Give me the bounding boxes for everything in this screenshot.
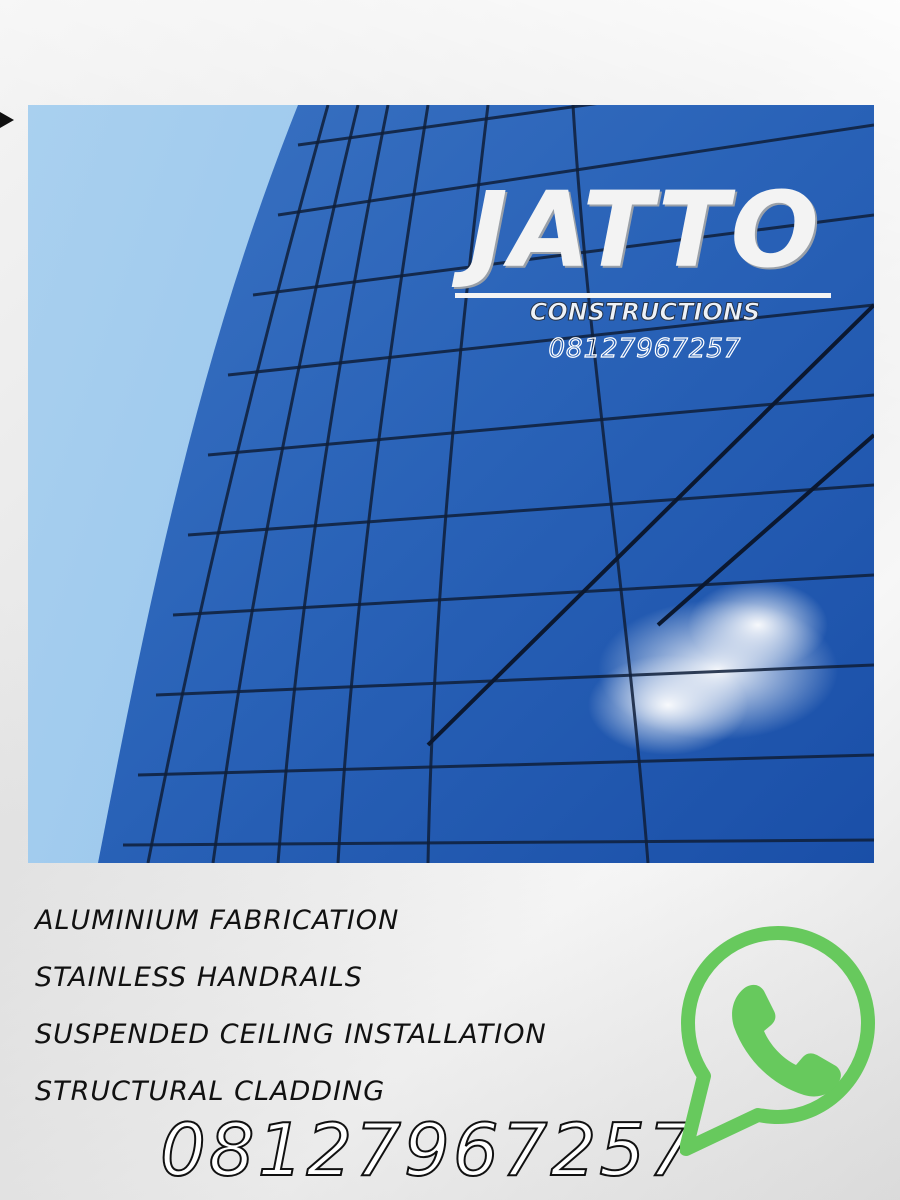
- brand-name: JATTO: [469, 169, 821, 291]
- brand-phone: 08127967257: [548, 333, 742, 364]
- brand-tagline: CONSTRUCTIONS: [529, 298, 761, 327]
- glass-building-photo: [28, 105, 874, 863]
- service-item: Aluminium fabrication: [35, 905, 400, 936]
- services-list: Aluminium fabrication Stainless handrail…: [35, 892, 655, 1120]
- corner-mark: [0, 112, 14, 128]
- service-item: Suspended ceiling installation: [35, 1019, 547, 1050]
- service-item: Stainless handrails: [35, 962, 363, 993]
- brand-logo: JATTO CONSTRUCTIONS 08127967257: [455, 175, 835, 375]
- whatsapp-icon[interactable]: [679, 925, 876, 1157]
- contact-phone[interactable]: 08127967257: [159, 1107, 697, 1193]
- service-item: Structural cladding: [35, 1076, 386, 1107]
- logo-divider: [455, 293, 831, 298]
